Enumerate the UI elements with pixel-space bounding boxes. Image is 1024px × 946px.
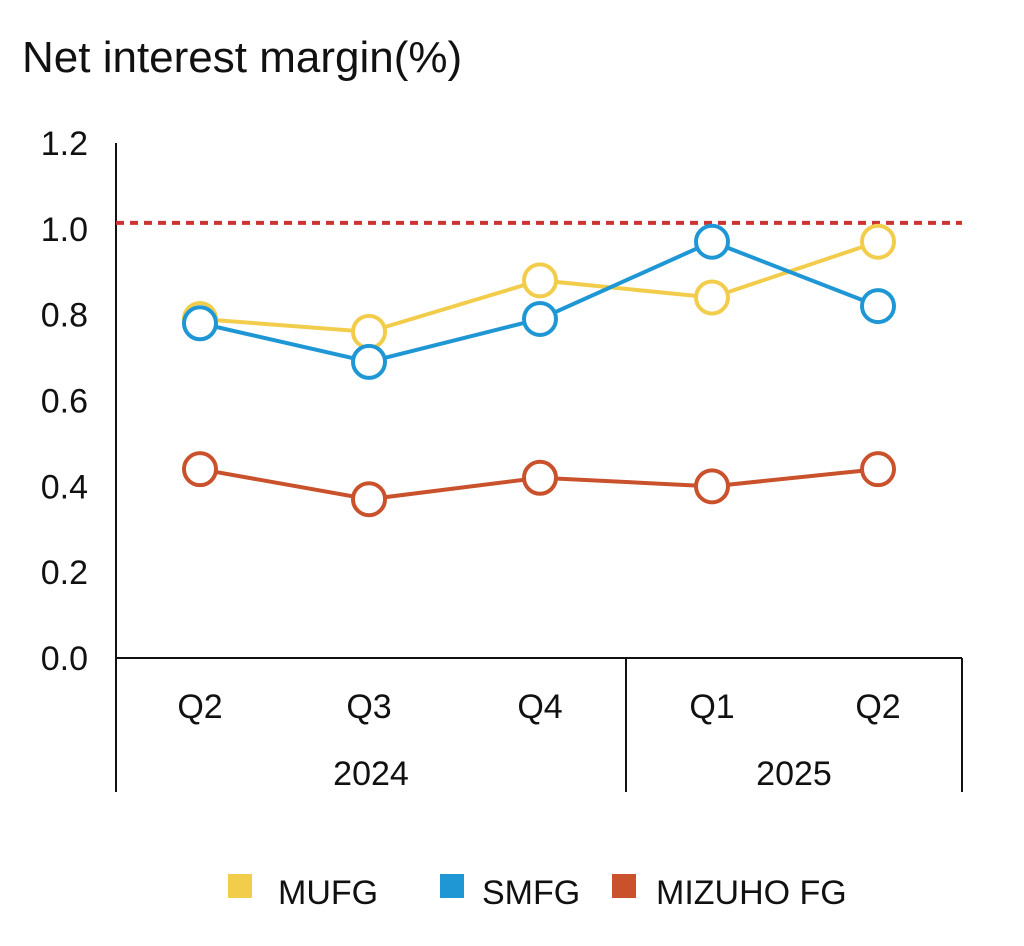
- data-point-smfg: [522, 300, 558, 337]
- legend: MUFG SMFG MIZUHO FG: [228, 874, 847, 912]
- x-group-label: 2025: [756, 755, 832, 793]
- legend-label: MIZUHO FG: [656, 874, 847, 912]
- legend-swatch-mufg: [228, 874, 252, 898]
- y-tick-label: 0.4: [41, 468, 88, 506]
- x-group-label: 2024: [333, 755, 409, 793]
- legend-swatch-smfg: [440, 874, 464, 898]
- data-point-mufg: [522, 262, 558, 299]
- y-tick-label: 1.2: [41, 125, 88, 163]
- data-point-mizuho-fg: [694, 468, 730, 505]
- x-tick-label: Q1: [689, 688, 734, 726]
- data-point-mufg: [860, 223, 896, 260]
- y-tick-label: 0.8: [41, 297, 88, 335]
- data-point-smfg: [351, 343, 387, 380]
- chart-title: Net interest margin(%): [22, 33, 462, 82]
- x-tick-label: Q2: [855, 688, 900, 726]
- y-tick-label: 0.6: [41, 383, 88, 421]
- y-tick-label: 0.2: [41, 554, 88, 592]
- data-point-smfg: [694, 223, 730, 260]
- data-point-smfg: [860, 288, 896, 325]
- axes: 1.2 1.0 0.8 0.6 0.4 0.2 0.0 Q2 Q3 Q4 Q1 Q2 2024 2025: [41, 125, 963, 793]
- data-point-mufg: [351, 313, 387, 350]
- data-point-mizuho-fg: [351, 481, 387, 518]
- legend-swatch-mizuho-fg: [612, 874, 636, 898]
- legend-label: SMFG: [482, 874, 580, 912]
- y-tick-label: 0.0: [41, 640, 88, 678]
- x-tick-label: Q2: [177, 688, 222, 726]
- legend-label: MUFG: [278, 874, 378, 912]
- x-tick-label: Q4: [517, 688, 562, 726]
- data-point-smfg: [182, 305, 218, 342]
- data-point-mizuho-fg: [182, 451, 218, 488]
- data-point-mufg: [694, 279, 730, 316]
- data-point-mizuho-fg: [522, 459, 558, 496]
- plot-area: [116, 220, 962, 518]
- data-point-mizuho-fg: [860, 451, 896, 488]
- y-tick-label: 1.0: [41, 211, 88, 249]
- x-tick-label: Q3: [346, 688, 391, 726]
